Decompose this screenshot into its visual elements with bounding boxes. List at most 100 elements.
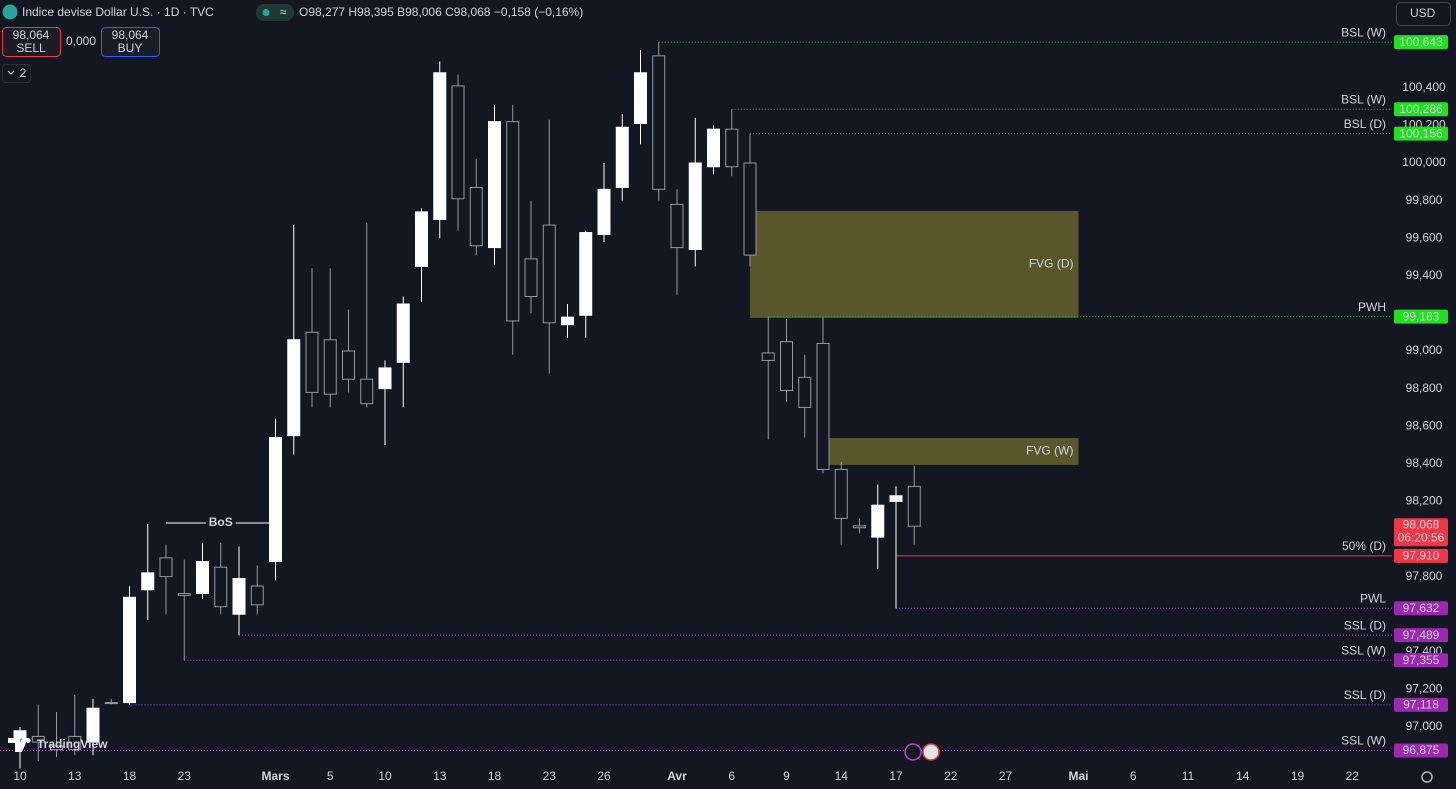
x-tick-label: 13 [433, 769, 447, 783]
buy-button[interactable] [101, 27, 160, 57]
y-tick-label: 99,400 [1406, 268, 1443, 282]
price-tag [1394, 35, 1448, 50]
level-label: BSL (W) [1341, 92, 1386, 106]
price-tag-label: 99,183 [1403, 309, 1440, 323]
y-tick-label: 98,400 [1406, 456, 1443, 470]
brand-logo [8, 738, 31, 752]
price-tag [1394, 548, 1448, 563]
price-tag-label: 96,875 [1403, 743, 1440, 757]
currency[interactable]: USD [1410, 6, 1436, 20]
x-tick-label: 6 [728, 769, 735, 783]
chart-title: Indice devise Dollar U.S. · 1D · TVC [22, 5, 214, 19]
candle-body [104, 702, 118, 705]
zone-label: FVG (D) [1029, 257, 1074, 271]
candle-body [159, 557, 173, 578]
candle-body [597, 188, 611, 235]
status-icon: ≈ [280, 5, 287, 19]
price-tag-label: 97,118 [1403, 698, 1439, 712]
price-tag-label: 97,489 [1403, 628, 1440, 642]
settings-icon[interactable] [1421, 771, 1433, 783]
x-tick-label: 26 [597, 769, 611, 783]
candle-body [524, 258, 538, 297]
candle-body [780, 341, 793, 391]
candle-body [287, 339, 301, 437]
event-icon[interactable] [904, 743, 922, 761]
brand: TradingView [37, 737, 108, 751]
candle-body [798, 376, 812, 408]
candle-body [360, 378, 374, 405]
x-tick-label: 11 [1182, 769, 1195, 783]
candle-body [250, 585, 264, 606]
price-tag-label: 97,632 [1403, 601, 1440, 615]
candle-body [816, 342, 830, 470]
candle-body [725, 128, 739, 168]
price-tag [1394, 697, 1448, 712]
y-tick-label: 98,200 [1406, 494, 1443, 508]
candle-body [86, 707, 100, 743]
y-tick-label: 100,000 [1402, 155, 1446, 169]
x-tick-label: 13 [68, 769, 82, 783]
sell-price[interactable]: 98,064 [13, 28, 50, 42]
bos-label-bg [205, 515, 236, 531]
candle-body [707, 128, 720, 168]
price-tag-label: 100,643 [1399, 35, 1443, 49]
price-tag-label: 100,286 [1399, 102, 1443, 116]
candle-body [31, 735, 45, 743]
price-tag [1394, 653, 1448, 668]
currency-select[interactable] [1396, 2, 1451, 26]
symbol-icon [2, 4, 18, 20]
candle-body [13, 730, 27, 739]
candle-body [579, 232, 593, 316]
candle-body [451, 85, 465, 200]
candle-body [415, 211, 428, 267]
buy-price[interactable]: 98,064 [112, 28, 149, 42]
y-tick-label: 97,200 [1406, 682, 1443, 696]
x-tick-label: Avr [667, 769, 687, 783]
x-tick-label: Mars [261, 769, 289, 783]
price-tag-label: 97,910 [1403, 549, 1440, 563]
candle-body [269, 436, 282, 563]
x-tick-label: 17 [889, 769, 903, 783]
x-tick-label: 18 [488, 769, 502, 783]
candle-body [50, 745, 63, 751]
last-price-label: 98,068 [1403, 517, 1440, 531]
candle-body [506, 121, 520, 322]
candle-body [68, 735, 82, 751]
candle-body [488, 121, 501, 249]
plot: FVG (D)FVG (W)BSL (W)BSL (W)BSL (D)PWH50… [0, 25, 1448, 783]
candle-body [761, 352, 775, 361]
x-tick-label: 22 [1346, 769, 1360, 783]
event-flag[interactable] [922, 743, 940, 761]
candle-body [907, 485, 921, 527]
countdown: 06:20:56 [1398, 530, 1445, 544]
candle-body [177, 593, 191, 596]
layers-count[interactable]: 2 [20, 66, 27, 80]
price-tag-label: 97,355 [1403, 653, 1440, 667]
price-tag [1394, 743, 1448, 758]
candle-body [834, 468, 848, 519]
candle-body [305, 331, 319, 393]
y-tick-label: 98,800 [1406, 381, 1443, 395]
candle-body [342, 350, 355, 380]
chevron [7, 70, 15, 75]
x-tick-label: 23 [543, 769, 557, 783]
x-tick-label: 27 [999, 769, 1013, 783]
sell-button[interactable] [2, 27, 61, 57]
last-price-tag [1394, 518, 1448, 547]
candle-body [433, 72, 447, 220]
sell-label[interactable]: SELL [16, 41, 46, 55]
buy-label[interactable]: BUY [118, 41, 143, 55]
candle-body [123, 596, 136, 704]
y-tick-label: 97,800 [1406, 569, 1443, 583]
level-label: PWL [1360, 591, 1386, 605]
price-tag [1394, 126, 1448, 141]
candle-body [561, 316, 574, 326]
x-tick-label: Mai [1068, 769, 1088, 783]
level-label: SSL (W) [1341, 734, 1386, 748]
candle-body [141, 572, 155, 591]
price-tag [1394, 628, 1448, 643]
x-tick-label: 14 [1236, 769, 1250, 783]
candle-body [688, 162, 702, 250]
layers-toggle[interactable] [2, 64, 31, 83]
